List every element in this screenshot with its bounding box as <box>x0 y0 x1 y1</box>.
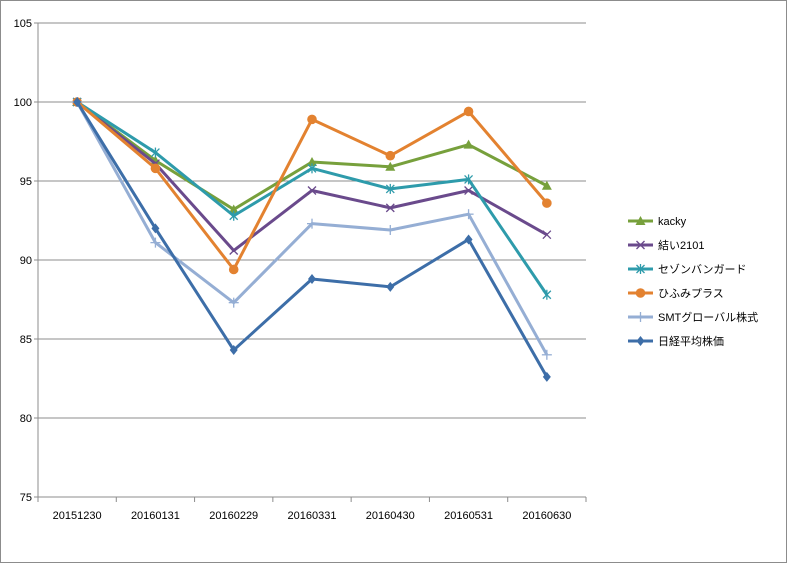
y-tick-label: 75 <box>20 492 32 504</box>
legend-entry: ひふみプラス <box>628 287 724 300</box>
legend-label: 日経平均株価 <box>658 334 724 348</box>
legend-entry: kacky <box>628 216 687 228</box>
x-tick-label: 20160131 <box>131 510 180 522</box>
data-point <box>541 180 552 190</box>
legend-entry: 日経平均株価 <box>628 334 724 348</box>
data-point <box>385 161 396 171</box>
data-point <box>228 204 239 214</box>
data-point <box>229 345 238 356</box>
data-point <box>307 218 317 229</box>
x-tick-label: 20160531 <box>444 510 493 522</box>
data-point <box>636 336 645 346</box>
series-lines <box>72 97 552 382</box>
legend-entry: セゾンバンガード <box>628 263 747 276</box>
data-point <box>635 312 646 322</box>
data-point <box>229 246 239 255</box>
series-5 <box>72 97 552 360</box>
data-point <box>229 210 239 221</box>
y-tick-label: 90 <box>20 255 32 267</box>
data-point <box>385 203 395 213</box>
y-tick-label: 95 <box>20 176 32 188</box>
legend-label: 結い2101 <box>658 238 704 252</box>
x-tick-label: 20151230 <box>53 510 102 522</box>
series-line <box>76 100 549 296</box>
y-tick-label: 105 <box>14 18 32 30</box>
data-point <box>385 150 396 161</box>
legend-label: ひふみプラス <box>658 287 724 300</box>
data-point <box>228 297 239 308</box>
legend-entry: 結い2101 <box>628 238 704 252</box>
y-tick-label: 80 <box>20 413 32 425</box>
x-tick-label: 20160630 <box>522 510 571 522</box>
data-point <box>308 273 316 284</box>
data-point <box>541 349 552 360</box>
gridlines <box>38 22 586 498</box>
legend-entry: SMTグローバル株式 <box>628 310 758 324</box>
series-4 <box>72 97 552 275</box>
x-tick-label: 20160229 <box>209 510 258 522</box>
data-point <box>150 237 161 248</box>
data-point <box>386 281 395 292</box>
data-point <box>307 163 317 174</box>
data-point <box>542 371 551 382</box>
data-point <box>463 139 474 149</box>
series-3 <box>72 97 552 300</box>
data-point <box>542 230 552 240</box>
series-line <box>75 101 549 378</box>
data-point <box>464 186 474 195</box>
series-6 <box>73 97 551 382</box>
axes: 75 80 85 90 95 100 105 20151230 20160131 20160229… <box>14 18 587 522</box>
series-line <box>76 100 548 271</box>
data-point <box>307 186 317 195</box>
data-point <box>307 114 317 125</box>
data-point <box>385 224 396 235</box>
legend-label: セゾンバンガード <box>658 263 747 276</box>
data-point <box>636 240 645 250</box>
x-tick-label: 20160331 <box>288 510 337 522</box>
data-point <box>385 183 395 194</box>
data-point <box>228 264 239 275</box>
data-point <box>150 163 161 174</box>
data-point <box>542 289 552 300</box>
data-point <box>635 216 646 225</box>
data-point <box>463 209 474 220</box>
data-point <box>463 106 474 117</box>
data-point <box>464 234 473 245</box>
y-tick-label: 85 <box>20 334 32 346</box>
data-point <box>73 97 82 107</box>
data-point <box>307 157 317 167</box>
data-point <box>636 264 645 274</box>
y-tick-label: 100 <box>14 97 32 109</box>
data-point <box>542 198 552 208</box>
data-point <box>151 223 160 234</box>
data-point <box>464 174 474 185</box>
legend-label: SMTグローバル株式 <box>658 310 758 324</box>
x-tick-label: 20160430 <box>366 510 415 522</box>
data-point <box>150 147 160 158</box>
data-point <box>635 288 646 298</box>
legend-label: kacky <box>658 216 687 228</box>
